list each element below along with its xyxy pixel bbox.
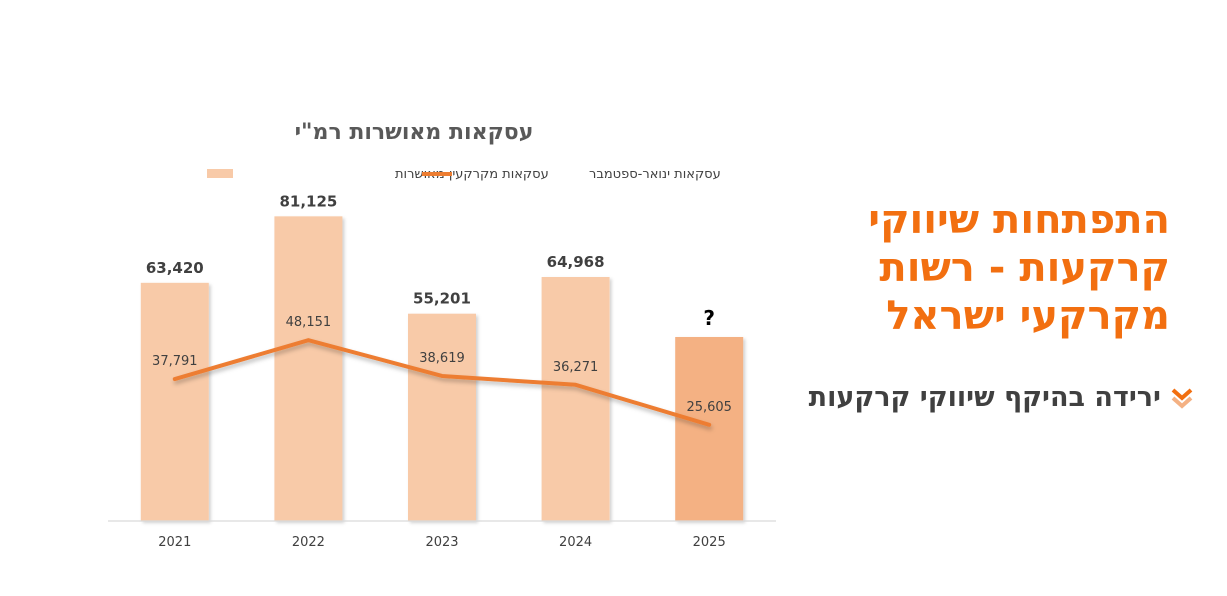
headline-line-2: קרקעות - רשות (879, 245, 1170, 291)
line-series (172, 338, 712, 427)
bar-value-label-2021: 63,420 (146, 259, 204, 277)
bar-2022 (274, 216, 343, 521)
bar-value-label-2022: 81,125 (279, 192, 337, 210)
line-value-label-2023: 38,619 (419, 351, 465, 366)
x-axis-ticks: 2021 2022 2023 2024 2025 (158, 535, 725, 550)
chart: עסקאות מאושרות רמ"י עסקאות מקרקעין מאושר… (108, 120, 776, 550)
data-labels: 63,420 81,125 55,201 64,968? 37,791 48,151 38,… (146, 192, 732, 415)
line-value-label-2022: 48,151 (286, 315, 332, 330)
double-chevron-down-icon (1171, 388, 1193, 409)
x-tick-2021: 2021 (158, 535, 191, 550)
headline-line-1: התפתחות שיווקי (868, 197, 1170, 243)
bullet-row: ירידה בהיקף שיווקי קרקעות (790, 382, 1195, 413)
headline-line-3: מקרקעי ישראל (886, 293, 1170, 339)
bar-series (140, 216, 744, 521)
bar-2024 (541, 277, 610, 521)
side-panel: התפתחות שיווקי קרקעות - רשות מקרקעי ישרא… (790, 196, 1170, 340)
bar-2023 (408, 313, 476, 521)
legend: עסקאות מקרקעין מאושרות עסקאות ינואר-ספטמ… (207, 167, 721, 182)
line-value-label-2021: 37,791 (152, 354, 198, 369)
bar-2025 (675, 336, 744, 521)
legend-line-label: עסקאות ינואר-ספטמבר (589, 167, 721, 182)
bar-value-label-2025: ? (703, 306, 715, 330)
bar-2021 (140, 282, 209, 521)
x-tick-2022: 2022 (292, 535, 325, 550)
x-tick-2023: 2023 (425, 535, 458, 550)
bullet-text: ירידה בהיקף שיווקי קרקעות (808, 382, 1161, 413)
legend-bar-swatch (207, 169, 233, 178)
x-tick-2025: 2025 (693, 535, 726, 550)
x-tick-2024: 2024 (559, 535, 592, 550)
headline: התפתחות שיווקי קרקעות - רשות מקרקעי ישרא… (790, 196, 1170, 340)
line-value-label-2025: 25,605 (686, 400, 732, 415)
legend-bar-label: עסקאות מקרקעין מאושרות (395, 167, 549, 182)
bar-value-label-2023: 55,201 (413, 290, 471, 308)
line-value-label-2024: 36,271 (553, 360, 599, 375)
bar-value-label-2024: 64,968 (547, 253, 605, 271)
chart-title: עסקאות מאושרות רמ"י (295, 120, 534, 145)
